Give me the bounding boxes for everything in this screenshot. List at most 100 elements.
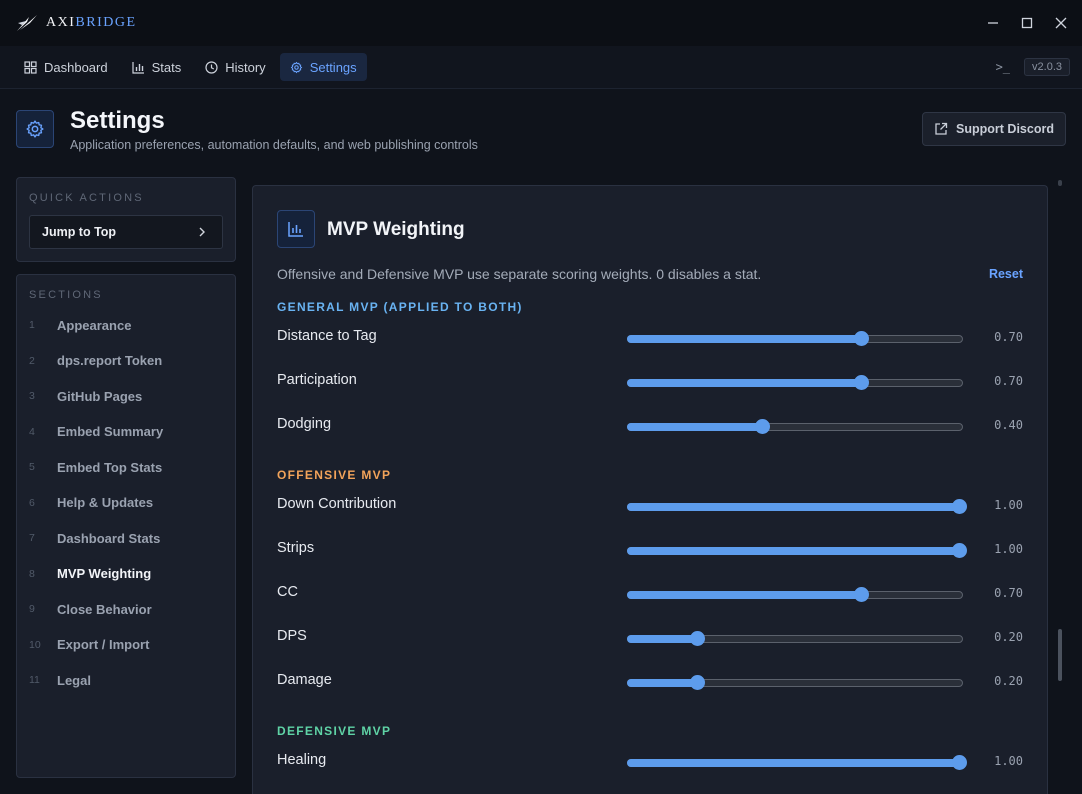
weight-slider-dps[interactable] <box>627 631 963 646</box>
version-badge: v2.0.3 <box>1024 58 1070 76</box>
sections-label: SECTIONS <box>29 289 103 301</box>
weight-label-down-contribution: Down Contribution <box>277 496 397 512</box>
mvp-section-title: MVP Weighting <box>327 219 465 240</box>
sidebar-item-dashboard-stats[interactable]: 7 Dashboard Stats <box>29 528 160 548</box>
chevron-right-icon <box>199 227 205 237</box>
sidebar-item-appearance[interactable]: 1 Appearance <box>29 315 131 335</box>
weight-slider-dodging[interactable] <box>627 419 963 434</box>
weight-slider-distance-to-tag[interactable] <box>627 331 963 346</box>
sections-panel: SECTIONS 1 Appearance 2 dps.report Token 3 Gi… <box>16 274 236 778</box>
slider-thumb[interactable] <box>854 331 869 346</box>
mvp-section-icon <box>277 210 315 248</box>
main-nav: Dashboard Stats History Settings >_ v2.0… <box>0 46 1082 89</box>
sidebar-item-embed-summary[interactable]: 4 Embed Summary <box>29 422 163 442</box>
quick-actions-label: QUICK ACTIONS <box>29 192 144 204</box>
tab-history-label: History <box>225 59 266 75</box>
sidebar-item-embed-top-stats[interactable]: 5 Embed Top Stats <box>29 457 162 477</box>
slider-fill <box>627 423 762 431</box>
weight-slider-strips[interactable] <box>627 543 967 558</box>
sidebar-item-label: GitHub Pages <box>57 388 143 404</box>
settings-header-icon <box>16 110 54 148</box>
scrollbar[interactable] <box>1056 180 1064 780</box>
scrollbar-thumb[interactable] <box>1058 629 1062 681</box>
slider-thumb[interactable] <box>755 419 770 434</box>
terminal-icon[interactable]: >_ <box>995 60 1011 74</box>
title-bar: AXIBRIDGE <box>0 0 1082 46</box>
slider-thumb[interactable] <box>952 543 967 558</box>
slider-fill <box>627 759 959 767</box>
sidebar-item-legal[interactable]: 11 Legal <box>29 670 91 690</box>
page-title: Settings <box>70 107 165 134</box>
sidebar-item-number: 9 <box>29 603 35 615</box>
slider-thumb[interactable] <box>952 499 967 514</box>
sidebar-item-number: 8 <box>29 567 35 580</box>
maximize-button[interactable] <box>1020 14 1034 32</box>
sidebar-item-number: 3 <box>29 390 35 402</box>
slider-thumb[interactable] <box>854 375 869 390</box>
slider-thumb[interactable] <box>690 631 705 646</box>
sidebar-item-number: 2 <box>29 354 35 367</box>
bar-chart-icon <box>288 222 303 237</box>
minimize-icon <box>988 22 998 24</box>
page-subtitle: Application preferences, automation defa… <box>70 138 478 152</box>
jump-to-top-button[interactable]: Jump to Top <box>29 215 223 249</box>
weight-value-distance-to-tag: 0.70 <box>994 330 1023 344</box>
scrollbar-up[interactable] <box>1058 180 1062 186</box>
sidebar-item-github-pages[interactable]: 3 GitHub Pages <box>29 386 142 406</box>
tab-history[interactable]: History <box>195 53 275 81</box>
tab-stats[interactable]: Stats <box>122 53 192 81</box>
weight-slider-down-contribution[interactable] <box>627 499 967 514</box>
sidebar-item-label: Appearance <box>57 317 132 333</box>
weight-label-participation: Participation <box>277 372 357 388</box>
slider-thumb[interactable] <box>690 675 705 690</box>
support-discord-button[interactable]: Support Discord <box>922 112 1066 146</box>
slider-fill <box>627 635 697 643</box>
weight-label-dodging: Dodging <box>277 416 332 432</box>
tab-settings[interactable]: Settings <box>279 53 367 81</box>
sidebar-item-close-behavior[interactable]: 9 Close Behavior <box>29 599 152 619</box>
group-label-0: GENERAL MVP (APPLIED TO BOTH) <box>277 300 523 314</box>
sidebar-item-label: dps.report Token <box>57 353 163 368</box>
weight-value-strips: 1.00 <box>994 542 1023 556</box>
slider-fill <box>627 503 959 511</box>
support-discord-label: Support Discord <box>956 122 1054 136</box>
tab-dashboard[interactable]: Dashboard <box>14 53 118 81</box>
sidebar-item-mvp-weighting[interactable]: 8 MVP Weighting <box>29 564 151 584</box>
sidebar-item-number: 6 <box>29 496 35 509</box>
tab-settings-label: Settings <box>309 59 357 75</box>
sidebar-item-dps-report-token[interactable]: 2 dps.report Token <box>29 351 162 371</box>
weight-slider-damage[interactable] <box>627 675 963 690</box>
slider-fill <box>627 547 959 555</box>
weight-slider-healing[interactable] <box>627 755 967 770</box>
sidebar-item-number: 10 <box>29 638 41 651</box>
weight-slider-participation[interactable] <box>627 375 963 390</box>
tab-stats-label: Stats <box>151 59 182 75</box>
sidebar-item-label: Help & Updates <box>57 495 154 510</box>
sidebar-item-label: MVP Weighting <box>57 566 152 581</box>
axibridge-logo-icon <box>17 15 37 31</box>
minimize-button[interactable] <box>986 14 1000 32</box>
grid-icon <box>24 60 37 74</box>
sidebar-item-help-updates[interactable]: 6 Help & Updates <box>29 493 153 513</box>
weight-label-dps: DPS <box>277 628 307 644</box>
weight-slider-cc[interactable] <box>627 587 963 602</box>
close-button[interactable] <box>1054 14 1068 32</box>
weight-label-cc: CC <box>277 584 298 600</box>
clock-icon <box>205 60 218 74</box>
weight-label-healing: Healing <box>277 752 327 768</box>
reset-button[interactable]: Reset <box>988 267 1023 281</box>
sidebar-item-export-import[interactable]: 10 Export / Import <box>29 635 149 655</box>
weight-value-healing: 1.00 <box>994 754 1023 768</box>
mvp-description: Offensive and Defensive MVP use separate… <box>277 266 762 282</box>
tab-dashboard-label: Dashboard <box>44 59 108 75</box>
gear-icon <box>290 61 302 73</box>
weight-value-dodging: 0.40 <box>994 418 1023 432</box>
weight-value-participation: 0.70 <box>994 374 1023 388</box>
maximize-icon <box>1021 17 1033 29</box>
quick-actions-panel: QUICK ACTIONS Jump to Top <box>16 177 236 262</box>
slider-thumb[interactable] <box>854 587 869 602</box>
sidebar-item-number: 7 <box>29 532 35 544</box>
weight-label-strips: Strips <box>277 540 315 556</box>
slider-thumb[interactable] <box>952 755 967 770</box>
app-logo: AXIBRIDGE <box>16 13 137 33</box>
